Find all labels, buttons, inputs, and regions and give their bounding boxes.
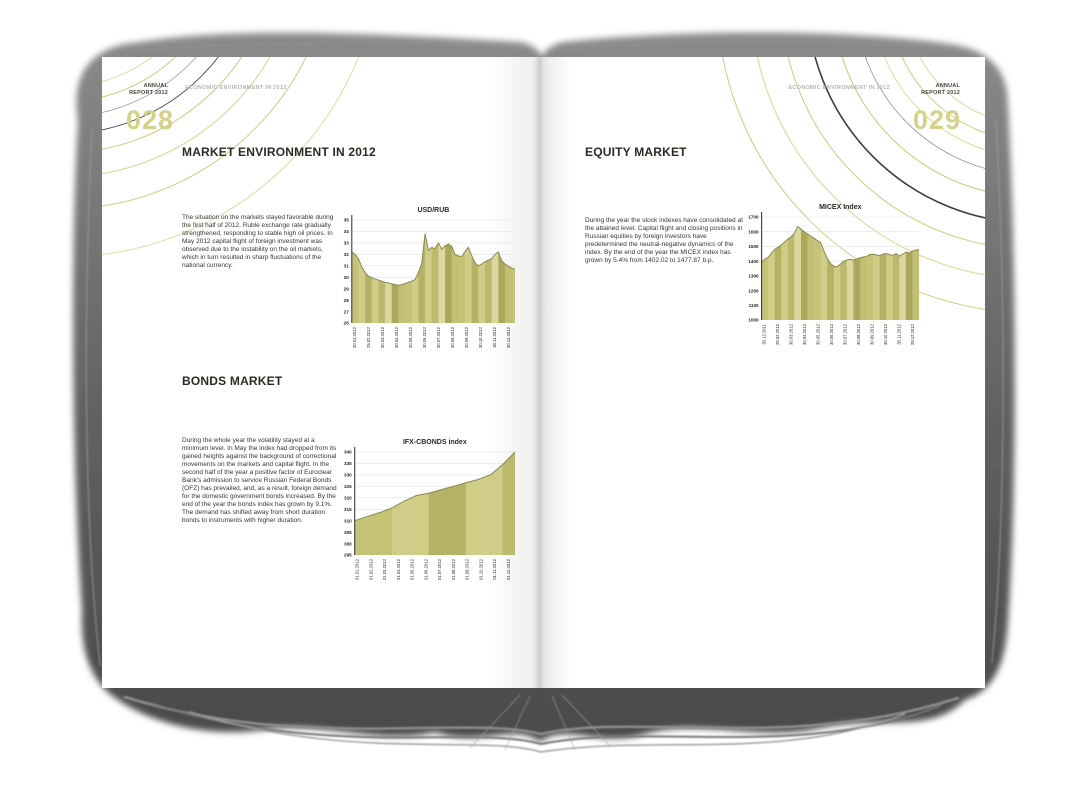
section-title-bonds-market: BONDS MARKET: [182, 374, 283, 388]
x-tick-label: 30.08.2012: [450, 326, 455, 348]
x-tick-label: 01.05.2012: [410, 558, 415, 580]
x-tick-label: 01.09.2012: [465, 558, 470, 580]
x-tick-label: 01.08.2012: [451, 558, 456, 580]
y-tick-label: 35: [344, 218, 350, 223]
x-tick-label: 30.11.2012: [897, 323, 902, 344]
ifx-cbonds-chart: IFX-CBONDS index 295 300 305 310 315 320 325 330…: [338, 435, 520, 597]
micex-chart: MICEX Index 1000 1100 1200 1300 1400 1500 1600 1…: [742, 200, 924, 362]
x-tick-label: 30.11.2012: [492, 326, 497, 347]
x-tick-label: 01.01.2012: [355, 558, 360, 580]
y-tick-label: 32: [344, 252, 350, 257]
area-fill: [351, 233, 515, 324]
x-tick-label: 30.01.2012: [352, 326, 357, 348]
chapter-label-left: ECONOMIC ENVIRONMENT IN 2012: [185, 85, 287, 91]
area-fill: [354, 452, 516, 555]
chart-title: USD/RUB: [417, 207, 449, 214]
report-label-right: ANNUAL REPORT 2012: [921, 83, 960, 96]
x-tick-label: 30.05.2012: [816, 323, 821, 345]
x-tick-label: 30.12.2011: [762, 323, 767, 344]
y-tick-label: 27: [344, 309, 350, 314]
y-tick-label: 310: [344, 518, 352, 523]
series-line: [351, 233, 516, 286]
ifx-cbonds-chart-svg: IFX-CBONDS index 295 300 305 310 315 320 325 330…: [344, 439, 516, 580]
y-tick-label: 29: [344, 286, 350, 291]
page-curl-ripples: [85, 41, 1004, 753]
section-title-market-environment: MARKET ENVIRONMENT IN 2012: [182, 145, 376, 159]
y-tick-label: 295: [344, 553, 352, 558]
y-tick-label: 335: [344, 461, 352, 466]
usdrub-chart-svg: USD/RUB 26 27 28 29 30 31 32 33 34 35 30.01.2012 29.…: [344, 207, 516, 348]
y-tick-label: 1200: [748, 288, 759, 293]
y-tick-label: 26: [344, 321, 350, 326]
x-tick-label: 30.07.2012: [843, 323, 848, 345]
x-tick-label: 01.10.2012: [478, 558, 483, 580]
y-tick-label: 1400: [748, 259, 759, 264]
report-label-left: ANNUAL REPORT 2012: [129, 83, 168, 96]
y-tick-label: 33: [344, 241, 350, 246]
x-tick-label: 01.12.2012: [506, 558, 511, 580]
x-tick-label: 30.06.2012: [829, 323, 834, 345]
paragraph-equity-market: During the year the stock indexes have c…: [585, 217, 743, 265]
x-tick-label: 30.06.2012: [422, 326, 427, 348]
y-tick-label: 1700: [748, 215, 759, 220]
paragraph-bonds-market: During the whole year the volatility sta…: [182, 437, 337, 525]
y-tick-label: 320: [344, 495, 352, 500]
x-tick-label: 01.04.2012: [396, 558, 401, 580]
x-tick-label: 30.03.2012: [380, 326, 385, 348]
y-tick-label: 1600: [748, 229, 759, 234]
x-tick-label: 30.07.2012: [436, 326, 441, 348]
x-tick-label: 30.04.2012: [802, 323, 807, 345]
right-page[interactable]: ECONOMIC ENVIRONMENT IN 2012 ANNUAL REPO…: [541, 57, 985, 688]
y-tick-label: 30: [344, 275, 350, 280]
x-tick-label: 30.05.2012: [408, 326, 413, 348]
x-tick-label: 29.02.2012: [366, 326, 371, 348]
x-tick-label: 30.09.2012: [870, 323, 875, 345]
x-tick-label: 30.09.2012: [464, 326, 469, 348]
chapter-label-right: ECONOMIC ENVIRONMENT IN 2012: [788, 85, 890, 91]
x-tick-label: 29.02.2012: [775, 323, 780, 345]
y-tick-label: 34: [344, 229, 350, 234]
x-tick-label: 30.10.2012: [883, 323, 888, 345]
area-fill: [761, 226, 919, 321]
y-tick-label: 31: [344, 263, 350, 268]
series-line: [354, 451, 516, 522]
x-tick-label: 30.03.2012: [789, 323, 794, 345]
y-tick-label: 315: [344, 507, 352, 512]
chart-title: IFX-CBONDS index: [403, 439, 467, 446]
y-tick-label: 325: [344, 484, 352, 489]
y-tick-label: 305: [344, 530, 352, 535]
micex-chart-svg: MICEX Index 1000 1100 1200 1300 1400 1500 1600 1…: [748, 204, 920, 345]
y-tick-label: 1500: [748, 244, 759, 249]
x-tick-label: 01.03.2012: [382, 558, 387, 580]
y-tick-label: 1300: [748, 274, 759, 279]
x-tick-label: 01.02.2012: [368, 558, 373, 580]
y-tick-label: 28: [344, 298, 350, 303]
y-tick-label: 300: [344, 541, 352, 546]
x-tick-label: 01.07.2012: [437, 558, 442, 580]
x-tick-label: 30.08.2012: [856, 323, 861, 345]
page-number-left: 028: [126, 105, 175, 135]
y-tick-label: 330: [344, 473, 352, 478]
x-tick-label: 28.12.2012: [910, 323, 915, 345]
left-page[interactable]: ANNUAL REPORT 2012 ECONOMIC ENVIRONMENT …: [102, 57, 541, 688]
y-tick-label: 1100: [749, 303, 759, 308]
paragraph-market-environment: The situation on the markets stayed favo…: [182, 214, 334, 270]
x-tick-label: 30.04.2012: [394, 326, 399, 348]
x-tick-label: 01.11.2012: [492, 558, 497, 579]
y-tick-label: 340: [344, 450, 352, 455]
x-tick-label: 01.06.2012: [423, 558, 428, 580]
section-title-equity-market: EQUITY MARKET: [585, 145, 687, 159]
x-tick-label: 30.12.2012: [506, 326, 511, 348]
page-number-right: 029: [912, 105, 961, 135]
usdrub-chart: USD/RUB 26 27 28 29 30 31 32 33 34 35 30.01.2012 29.…: [338, 203, 520, 365]
series-line: [761, 225, 920, 268]
chart-title: MICEX Index: [819, 204, 862, 211]
x-tick-label: 30.10.2012: [478, 326, 483, 348]
y-tick-label: 1000: [748, 318, 759, 323]
